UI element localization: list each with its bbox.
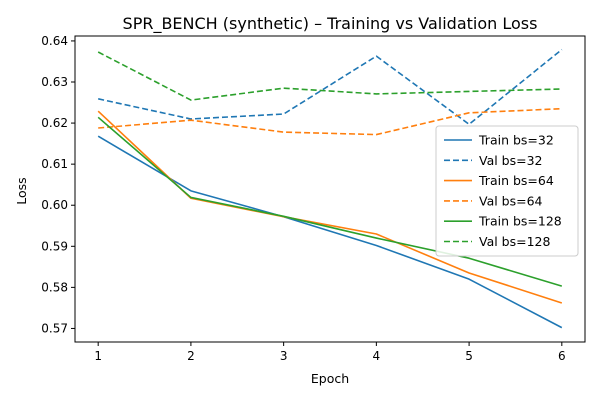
legend-label: Val bs=128 [479,234,551,249]
x-tick-label: 3 [280,349,288,363]
x-tick-label: 4 [373,349,381,363]
y-tick-label: 0.62 [41,116,68,130]
series-line-1 [97,135,563,329]
y-tick-label: 0.60 [41,198,68,212]
y-tick-label: 0.58 [41,280,68,294]
legend: Train bs=32 Val bs=32 Train bs=64 Val bs=64… [435,125,579,257]
x-tick-label: 1 [94,349,102,363]
plot-frame [74,35,586,343]
y-tick-label: 0.59 [41,239,68,253]
x-tick-label: 5 [465,349,473,363]
legend-label: Train bs=128 [478,214,562,229]
legend-label: Train bs=64 [478,173,554,188]
y-tick-label: 0.61 [41,157,68,171]
legend-label: Val bs=64 [479,193,543,208]
x-tick-label: 6 [558,349,566,363]
legend-label: Val bs=32 [479,153,543,168]
y-tick-label: 0.63 [41,75,68,89]
chart-title: SPR_BENCH (synthetic) – Training vs Vali… [123,14,538,34]
series-line-6 [97,51,562,101]
y-tick-label: 0.57 [41,321,68,335]
legend-label: Train bs=32 [478,133,554,148]
x-tick-label: 2 [187,349,195,363]
y-axis-label: Loss [14,177,29,204]
x-axis-label: Epoch [311,371,349,386]
y-tick-label: 0.64 [41,34,68,48]
series-line-2 [98,48,563,126]
series-line-4 [98,107,562,136]
series-line-5 [97,116,563,287]
